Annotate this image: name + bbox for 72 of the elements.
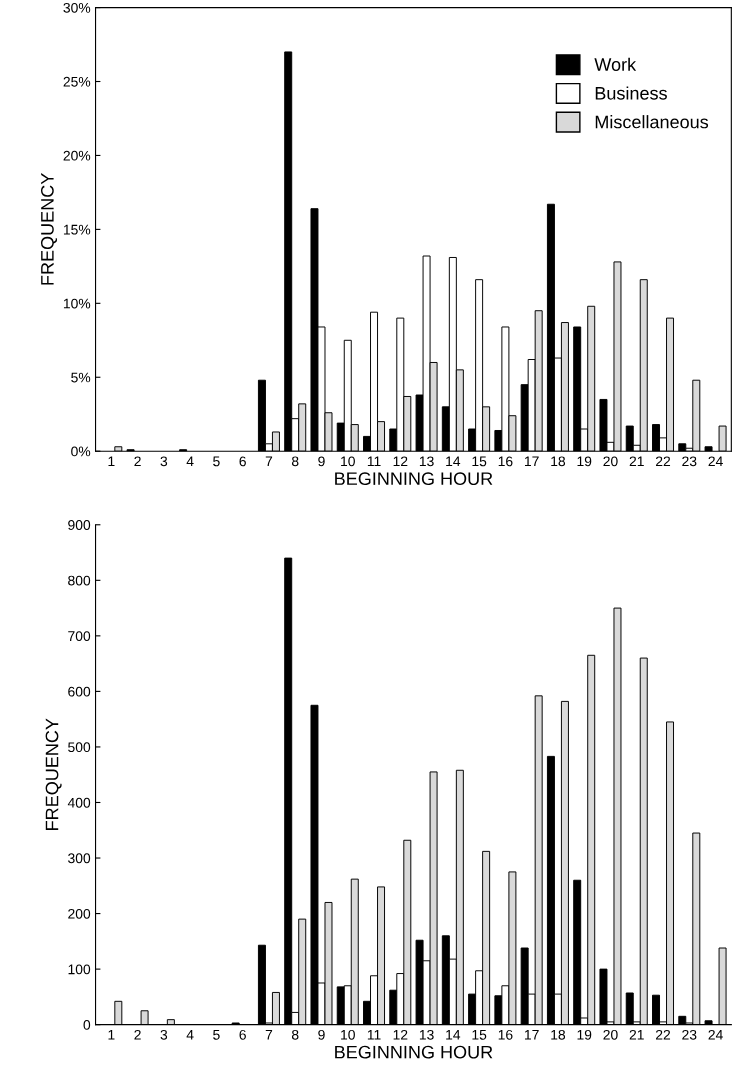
x-tick-label: 7 [265, 456, 273, 467]
y-tick-label: 400 [67, 797, 91, 808]
x-tick-label: 1 [108, 1030, 115, 1040]
x-tick-label: 12 [393, 456, 408, 467]
x-tick-label: 12 [393, 1029, 408, 1040]
x-tick-label: 19 [577, 456, 592, 467]
x-tick-label: 2 [134, 456, 141, 467]
x-tick-label: 8 [291, 456, 299, 467]
y-axis-title: FREQUENCY [40, 173, 57, 285]
y-tick-label: 0% [71, 446, 91, 457]
y-tick-label: 300 [68, 853, 91, 864]
y-tick-label: 700 [68, 631, 91, 642]
x-tick-label: 20 [603, 456, 618, 467]
x-tick-label: 17 [525, 1030, 539, 1040]
x-tick-label: 8 [291, 1029, 299, 1040]
x-tick-label: 18 [551, 456, 566, 467]
y-tick-label: 500 [68, 742, 91, 753]
x-tick-label: 13 [419, 1029, 434, 1040]
x-tick-label: 11 [367, 1030, 381, 1040]
x-tick-label: 2 [134, 1029, 141, 1040]
x-tick-label: 17 [525, 456, 539, 467]
x-tick-label: 5 [213, 1030, 220, 1040]
x-tick-label: 21 [629, 456, 644, 467]
x-tick-label: 19 [577, 1029, 592, 1040]
x-tick-label: 6 [239, 1029, 246, 1040]
x-axis-title: BEGINNING HOUR [335, 472, 493, 486]
x-tick-label: 11 [367, 456, 381, 467]
legend-label: Work [594, 57, 637, 71]
x-tick-label: 1 [108, 456, 115, 467]
x-tick-label: 20 [603, 1029, 618, 1040]
y-tick-label: 800 [68, 575, 91, 586]
y-tick-label: 100 [68, 964, 91, 975]
x-tick-label: 3 [160, 1029, 168, 1040]
x-tick-label: 10 [341, 456, 355, 467]
y-tick-label: 30% [63, 2, 91, 13]
x-tick-label: 13 [419, 456, 434, 467]
x-tick-label: 3 [160, 456, 168, 467]
y-tick-label: 200 [68, 908, 91, 919]
y-axis-title: FREQUENCY [45, 718, 62, 830]
x-tick-label: 15 [472, 1030, 487, 1040]
y-tick-label: 20% [63, 150, 91, 161]
x-tick-label: 22 [655, 456, 671, 467]
x-tick-label: 10 [341, 1029, 355, 1040]
x-tick-label: 23 [682, 456, 697, 467]
x-tick-label: 23 [682, 1029, 697, 1040]
legend-label: Business [595, 86, 667, 100]
x-tick-label: 16 [498, 1029, 513, 1040]
x-tick-label: 16 [498, 456, 513, 467]
x-tick-label: 9 [318, 1029, 325, 1040]
x-tick-label: 24 [708, 456, 723, 467]
y-tick-label: 15% [63, 224, 91, 235]
y-tick-label: 900 [68, 520, 91, 530]
x-tick-label: 7 [265, 1030, 273, 1040]
x-axis-title: BEGINNING HOUR [335, 1045, 493, 1059]
x-tick-label: 15 [472, 456, 487, 467]
x-tick-label: 21 [629, 1029, 644, 1040]
x-tick-label: 5 [213, 456, 220, 467]
y-tick-label: 5% [71, 372, 91, 383]
x-tick-label: 4 [186, 1030, 194, 1040]
y-tick-label: 25% [63, 76, 91, 87]
x-tick-label: 14 [446, 456, 461, 467]
legend-label: Miscellaneous [595, 115, 709, 129]
x-tick-label: 22 [655, 1029, 671, 1040]
x-tick-label: 9 [318, 456, 325, 467]
y-tick-label: 600 [68, 686, 91, 697]
y-tick-label: 10% [63, 298, 91, 309]
x-tick-label: 6 [239, 456, 246, 467]
x-tick-label: 18 [551, 1029, 566, 1040]
x-tick-label: 14 [446, 1030, 461, 1040]
y-tick-label: 0 [83, 1019, 91, 1030]
x-tick-label: 24 [708, 1029, 723, 1040]
x-tick-label: 4 [186, 456, 194, 467]
